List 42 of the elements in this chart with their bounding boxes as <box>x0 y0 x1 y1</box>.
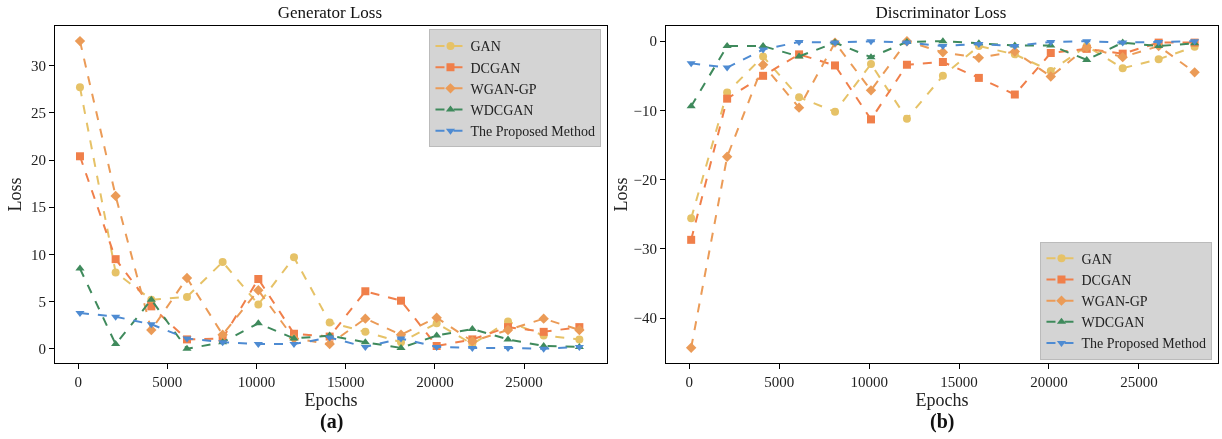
chart-title: Discriminator Loss <box>875 3 1007 23</box>
y-tick-label: −40 <box>633 310 657 327</box>
y-tick-label: 0 <box>649 33 657 50</box>
y-tick-label: 0 <box>38 341 46 358</box>
x-tick-label: 10000 <box>850 374 888 390</box>
chart-title: Generator Loss <box>277 3 383 23</box>
legend-label: GAN <box>1081 251 1112 267</box>
x-tick-label: 0 <box>685 374 694 390</box>
y-axis-title: Loss <box>611 177 631 212</box>
legend-label: DCGAN <box>470 60 521 76</box>
x-tick-label: 25000 <box>505 374 543 390</box>
x-tick-label: 10000 <box>237 374 276 390</box>
y-axis-title: Loss <box>5 177 26 212</box>
y-tick-label: 30 <box>31 57 46 74</box>
y-tick-label: 20 <box>31 152 46 169</box>
x-tick-label: 5000 <box>764 374 795 390</box>
x-tick-label: 5000 <box>152 374 183 390</box>
y-tick-label: 15 <box>31 199 46 216</box>
legend-label: WGAN-GP <box>1081 294 1148 310</box>
text: (a) <box>320 410 344 433</box>
x-tick-label: 0 <box>74 374 82 390</box>
legend-label: WDCGAN <box>1081 315 1145 331</box>
legend-label: WGAN-GP <box>470 81 537 97</box>
y-tick-label: 10 <box>31 246 46 263</box>
legend-label: WDCGAN <box>470 103 534 119</box>
x-tick-label: 15000 <box>940 374 978 390</box>
legend-label: GAN <box>470 39 501 55</box>
legend-label: DCGAN <box>1081 272 1132 288</box>
y-tick-label: −20 <box>633 171 657 188</box>
y-tick-label: −10 <box>633 102 657 119</box>
text: (b) <box>930 410 955 433</box>
x-tick-label: 15000 <box>326 374 365 390</box>
y-tick-label: 5 <box>38 293 46 310</box>
legend-label: The Proposed Method <box>470 124 595 140</box>
legend-label: The Proposed Method <box>1081 336 1206 352</box>
y-tick-label: 25 <box>31 105 46 122</box>
x-tick-label: 25000 <box>1120 374 1158 390</box>
y-tick-label: −30 <box>633 241 657 258</box>
x-tick-label: 20000 <box>416 374 454 390</box>
x-tick-label: 20000 <box>1030 374 1068 390</box>
x-axis-title: Epochs <box>304 390 358 410</box>
x-axis-title: Epochs <box>915 390 969 410</box>
